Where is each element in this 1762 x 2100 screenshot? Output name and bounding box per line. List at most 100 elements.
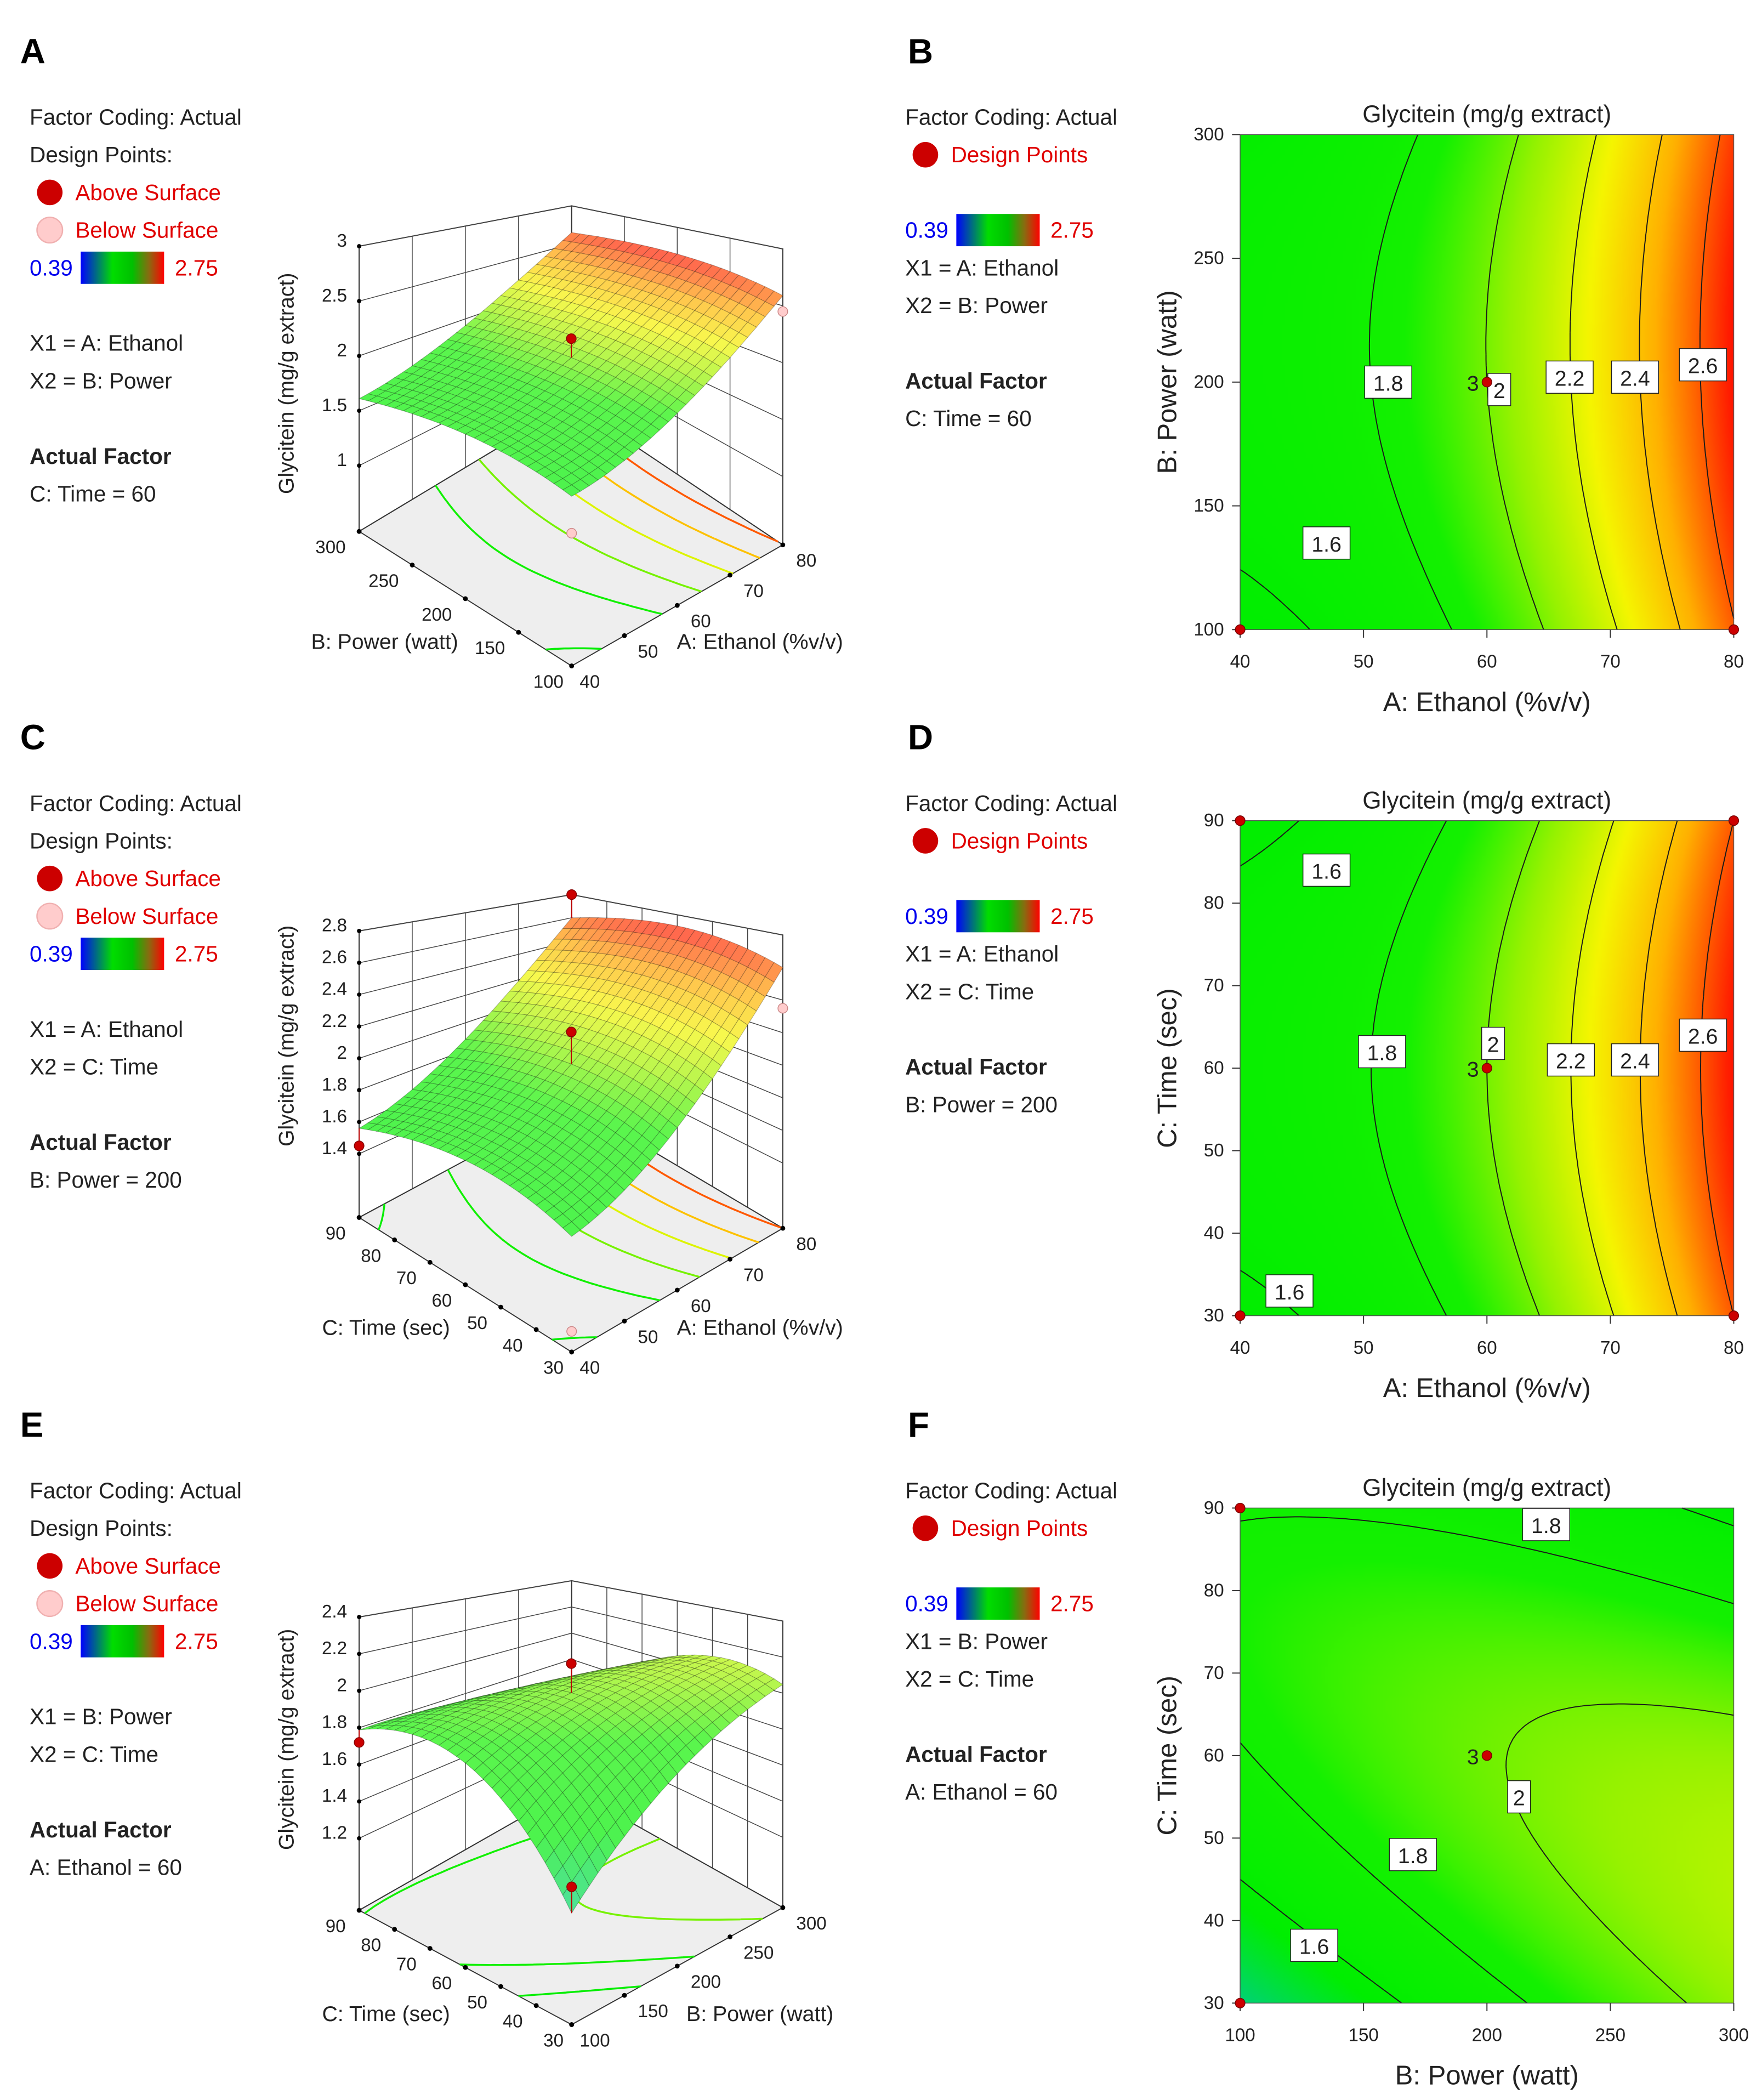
surface-patch — [465, 1696, 484, 1701]
z-tick-mark — [357, 408, 361, 413]
surface-patch — [553, 1726, 572, 1741]
surface-patch — [606, 402, 625, 416]
contour-label: 1.8 — [1367, 1041, 1397, 1065]
surface-patch — [535, 401, 555, 413]
surface-patch — [491, 1762, 510, 1780]
surface-patch — [464, 336, 484, 347]
y-axis-title: C: Time (sec) — [1153, 988, 1183, 1148]
surface-patch — [553, 240, 572, 251]
surface-patch — [508, 1705, 528, 1714]
x2-tick-label: 80 — [361, 1936, 381, 1956]
surface-patch — [535, 368, 554, 381]
surface-patch — [464, 1040, 484, 1051]
surface-patch — [685, 380, 704, 396]
x1-tick-mark — [780, 542, 786, 548]
z-tick-label: 3 — [337, 231, 347, 251]
surface-patch — [703, 291, 722, 305]
z-tick-label: 1.6 — [322, 1749, 347, 1769]
panel-letter: E — [20, 1405, 44, 1444]
surface-patch — [580, 1670, 598, 1675]
surface-patch — [597, 325, 616, 338]
panel-f: F Factor Coding: Actual Design Points 0.39 2… — [905, 1405, 1117, 1804]
surface-patch — [606, 1821, 625, 1849]
surface-patch — [588, 1090, 607, 1106]
surface-patch — [438, 1739, 457, 1751]
surface-patch — [571, 1726, 590, 1741]
x1-tick-mark — [780, 1905, 786, 1910]
surface-patch — [491, 441, 510, 452]
surface-patch — [677, 1700, 696, 1715]
x-tick-label: 80 — [1724, 652, 1744, 672]
x2-definition: X2 = C: Time — [905, 1666, 1034, 1692]
surface-patch — [571, 1199, 590, 1216]
panel-letter: D — [908, 718, 933, 757]
x-tick-label: 200 — [1472, 2025, 1502, 2046]
surface-patch — [509, 1747, 528, 1763]
surface-patch — [606, 453, 626, 468]
x-axis-title: A: Ethanol (%v/v) — [1383, 1373, 1591, 1403]
surface-patch — [694, 342, 713, 357]
surface-patch — [465, 1704, 484, 1709]
surface-patch — [694, 314, 713, 329]
surface-patch — [456, 362, 475, 372]
y-tick-label: 300 — [1193, 124, 1224, 145]
surface-patch — [720, 342, 740, 358]
surface-patch — [420, 1713, 439, 1719]
surface-patch — [429, 415, 448, 424]
y-tick-label: 40 — [1204, 1910, 1224, 1931]
surface-patch — [429, 1705, 448, 1710]
surface-patch — [685, 271, 704, 285]
surface-patch — [420, 404, 440, 412]
surface-patch — [677, 319, 696, 334]
surface-patch — [500, 1162, 519, 1175]
surface-patch — [447, 1097, 466, 1109]
surface-patch — [482, 1770, 502, 1789]
surface-patch — [677, 361, 696, 376]
above-surface-label: Above Surface — [75, 180, 220, 205]
surface-patch — [596, 1677, 617, 1683]
contour-line — [1240, 1516, 1734, 2004]
design-point — [1481, 377, 1492, 388]
surface-patch — [588, 1199, 607, 1216]
surface-patch — [518, 321, 537, 332]
surface-patch — [527, 1191, 546, 1206]
y-tick-label: 100 — [1193, 620, 1224, 640]
surface-patch — [562, 939, 581, 951]
surface-patch — [544, 1721, 563, 1734]
surface-patch — [579, 1071, 599, 1087]
x1-definition: X1 = A: Ethanol — [905, 255, 1059, 280]
contour-label-box — [1507, 1780, 1531, 1814]
actual-factor-value: A: Ethanol = 60 — [30, 1854, 182, 1880]
surface-patch — [729, 1689, 748, 1702]
contour-label-box — [1265, 1274, 1314, 1308]
surface-patch — [535, 1699, 555, 1707]
surface-patch — [509, 1143, 528, 1156]
surface-patch — [755, 286, 775, 302]
x-tick-label: 50 — [1354, 652, 1374, 672]
surface-patch — [518, 1770, 537, 1791]
surface-patch — [447, 1127, 467, 1138]
surface-patch — [720, 994, 740, 1014]
surface-patch — [650, 1044, 669, 1062]
surface-patch — [615, 1667, 634, 1671]
surface-patch — [509, 309, 528, 320]
z-tick-mark — [357, 928, 361, 933]
x2-tick-label: 300 — [315, 537, 345, 558]
surface-patch — [553, 1087, 572, 1102]
x1-tick-label: 80 — [796, 551, 816, 571]
surface-patch — [500, 436, 519, 447]
surface-patch — [571, 1000, 590, 1014]
surface-patch — [500, 1694, 519, 1699]
surface-patch — [561, 292, 581, 303]
actual-factor-value: B: Power = 200 — [30, 1167, 182, 1193]
x1-tick-mark — [727, 572, 733, 578]
surface-patch — [755, 1683, 775, 1697]
surface-patch — [429, 1719, 449, 1727]
surface-patch — [579, 1207, 599, 1224]
surface-patch — [685, 310, 704, 325]
actual-factor-value: C: Time = 60 — [905, 406, 1032, 431]
surface-patch — [509, 1155, 528, 1168]
surface-patch — [729, 1701, 748, 1717]
surface-patch — [544, 1019, 564, 1033]
surface-patch — [729, 332, 748, 348]
